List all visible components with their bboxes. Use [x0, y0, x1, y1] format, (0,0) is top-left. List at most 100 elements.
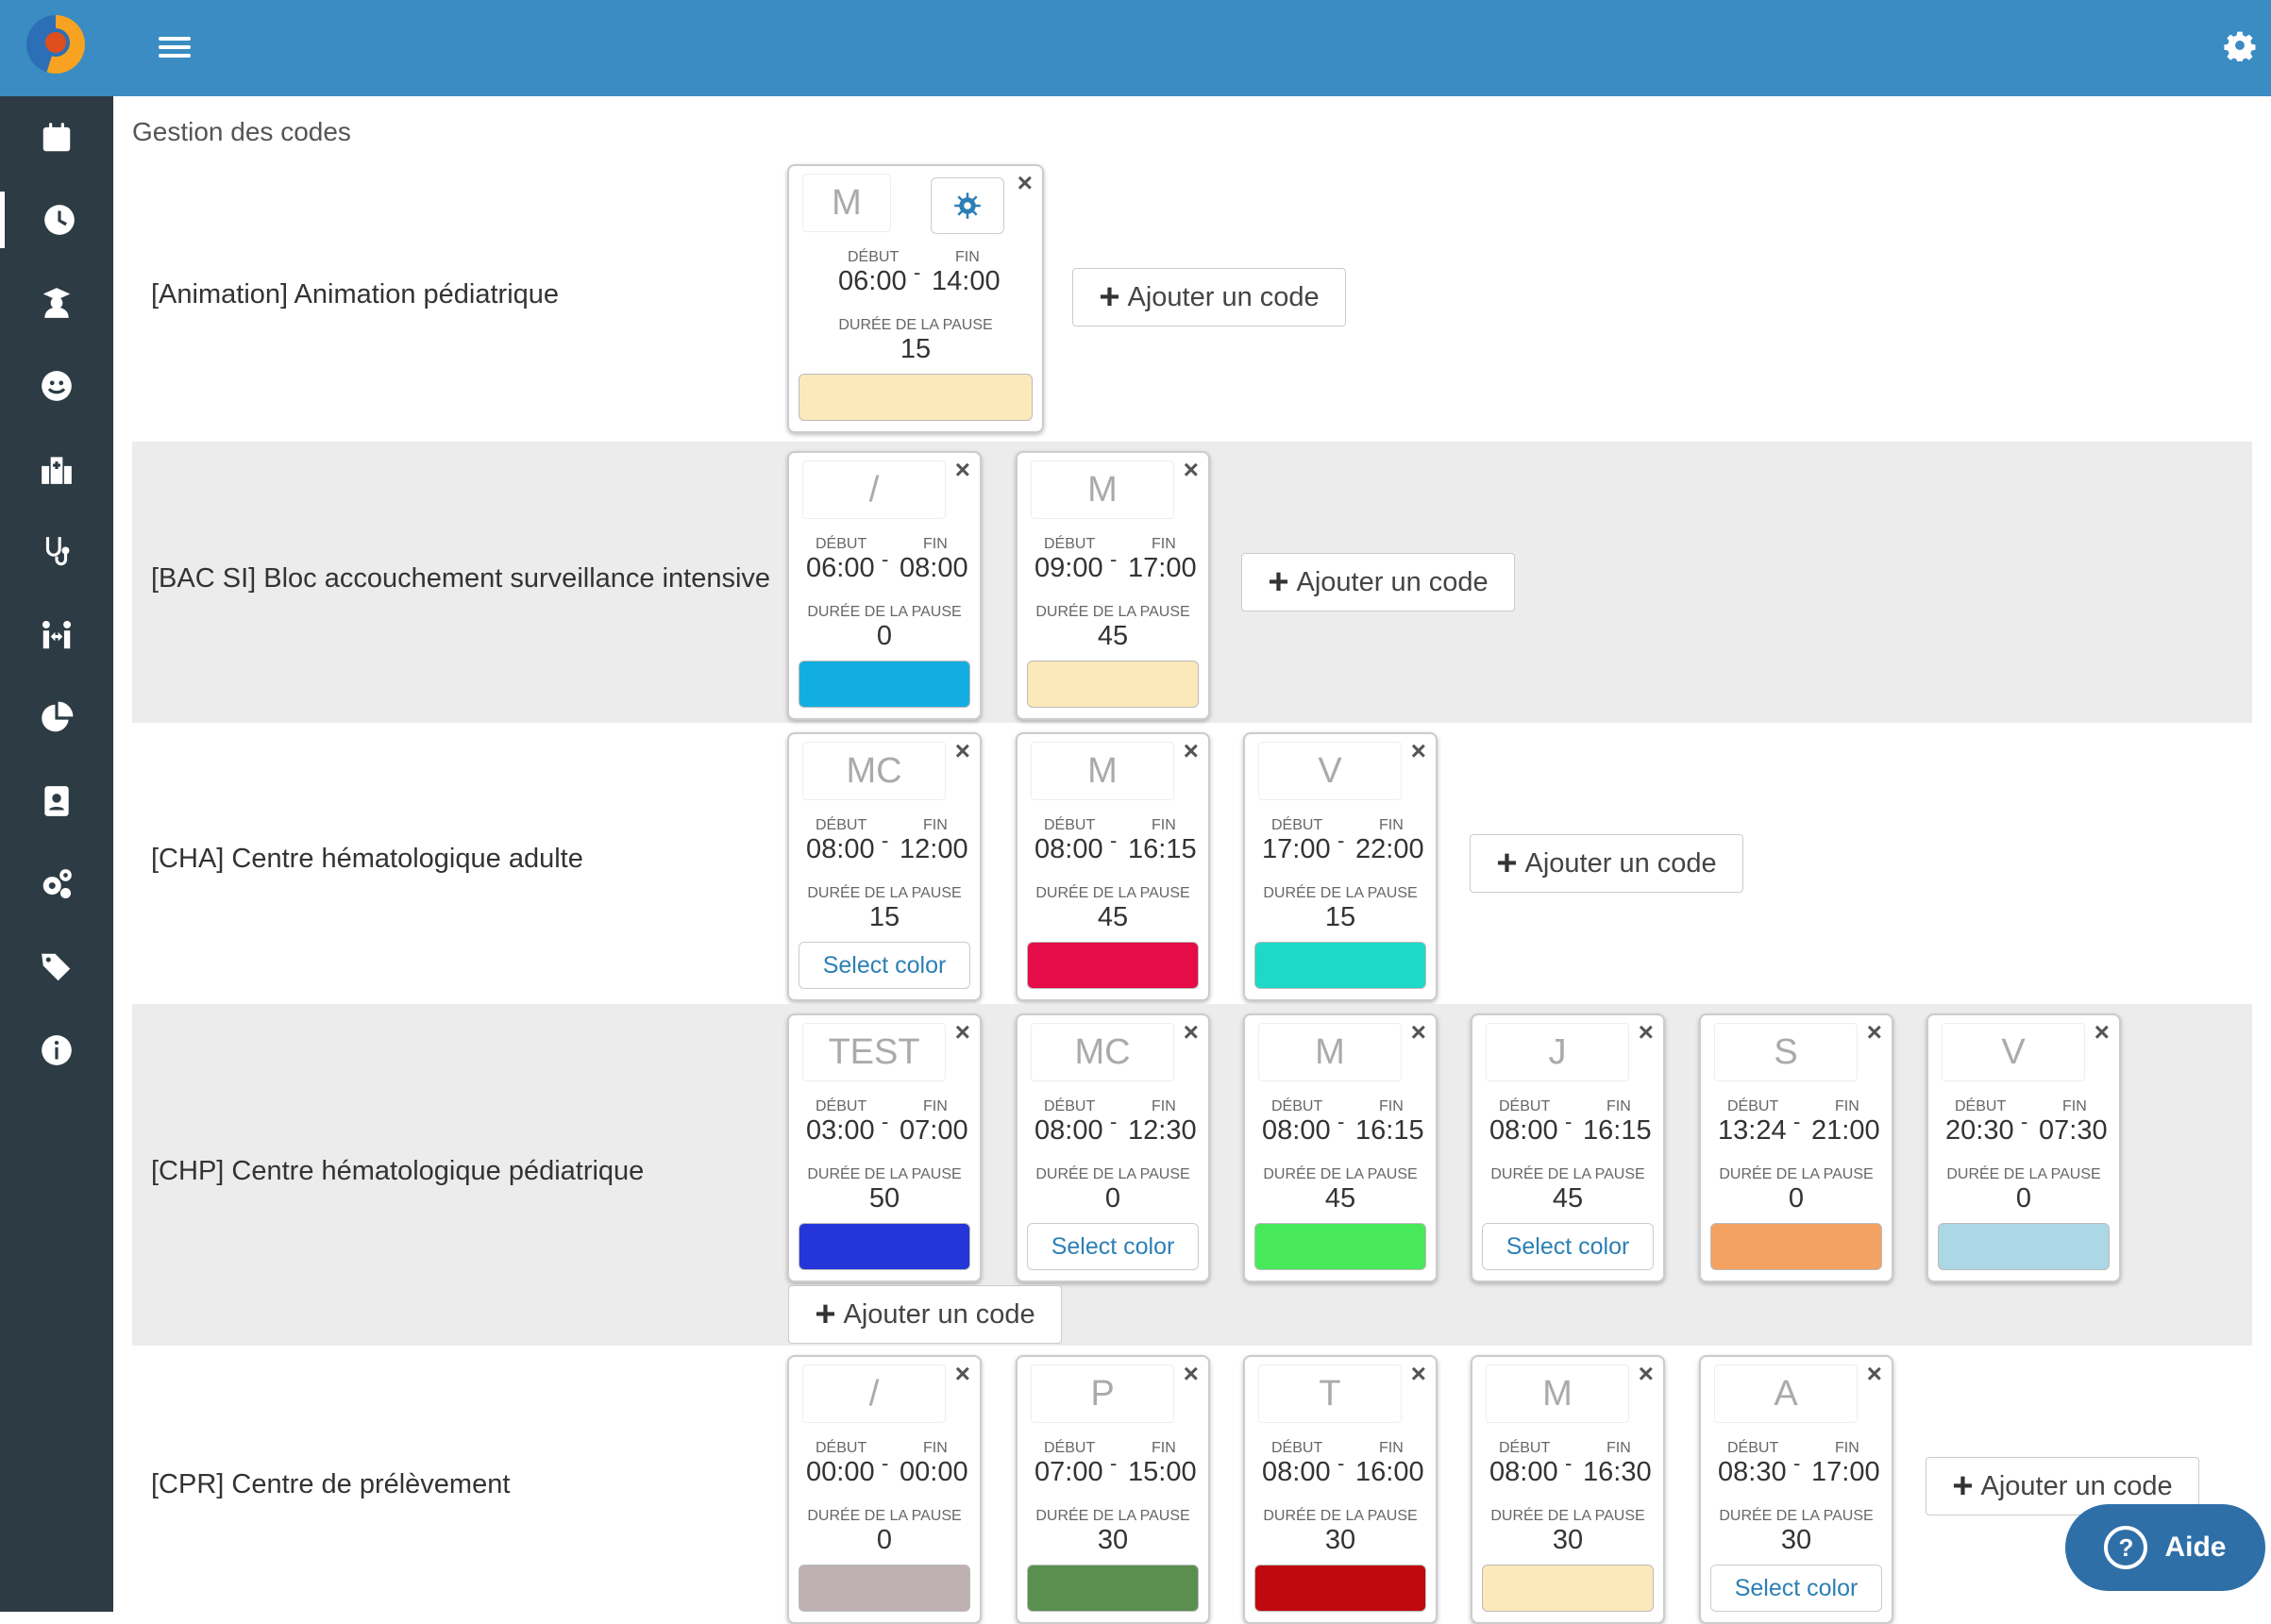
end-time[interactable]: 15:00 — [1128, 1457, 1197, 1487]
select-color-button[interactable]: Select color — [1710, 1565, 1882, 1612]
pause-value[interactable]: 0 — [1788, 1183, 1805, 1214]
color-swatch[interactable] — [799, 1223, 970, 1270]
nav-tags[interactable] — [0, 939, 113, 996]
pause-value[interactable]: 45 — [1097, 621, 1129, 651]
select-color-button[interactable]: Select color — [799, 942, 970, 989]
code-input[interactable]: M — [1486, 1364, 1629, 1423]
nav-settings[interactable] — [0, 856, 113, 912]
color-swatch[interactable] — [1027, 661, 1199, 708]
select-color-button[interactable]: Select color — [1482, 1223, 1654, 1270]
end-time[interactable]: 16:15 — [1355, 1115, 1424, 1146]
end-time[interactable]: 21:00 — [1811, 1115, 1880, 1146]
end-time[interactable]: 08:00 — [900, 553, 968, 583]
close-icon[interactable]: × — [954, 1359, 970, 1388]
close-icon[interactable]: × — [1017, 168, 1033, 197]
app-logo[interactable] — [0, 0, 113, 96]
start-time[interactable]: 08:30 — [1718, 1457, 1787, 1487]
code-input[interactable]: M — [1031, 742, 1174, 800]
color-swatch[interactable] — [1710, 1223, 1882, 1270]
color-swatch[interactable] — [1027, 942, 1199, 989]
help-button[interactable]: ? Aide — [2065, 1504, 2265, 1591]
start-time[interactable]: 09:00 — [1035, 553, 1103, 583]
start-time[interactable]: 03:00 — [806, 1115, 875, 1146]
start-time[interactable]: 08:00 — [1489, 1115, 1558, 1146]
code-input[interactable]: / — [802, 460, 946, 519]
pause-value[interactable]: 15 — [1324, 902, 1356, 932]
color-swatch[interactable] — [1938, 1223, 2110, 1270]
hamburger-menu-icon[interactable] — [159, 32, 191, 60]
nav-hospital[interactable] — [0, 441, 113, 497]
code-input[interactable]: TEST — [802, 1023, 946, 1081]
start-time[interactable]: 08:00 — [1489, 1457, 1558, 1487]
color-swatch[interactable] — [1482, 1565, 1654, 1612]
code-input[interactable]: M — [1031, 460, 1174, 519]
color-swatch[interactable] — [1254, 1223, 1426, 1270]
nav-patients[interactable] — [0, 358, 113, 414]
end-time[interactable]: 12:30 — [1128, 1115, 1197, 1146]
color-swatch[interactable] — [1254, 942, 1426, 989]
code-input[interactable]: M — [1258, 1023, 1402, 1081]
close-icon[interactable]: × — [954, 736, 970, 765]
start-time[interactable]: 06:00 — [806, 553, 875, 583]
close-icon[interactable]: × — [1866, 1017, 1882, 1046]
close-icon[interactable]: × — [1183, 455, 1199, 484]
end-time[interactable]: 07:30 — [2039, 1115, 2108, 1146]
end-time[interactable]: 14:00 — [932, 266, 1001, 296]
code-input[interactable]: / — [802, 1364, 946, 1423]
end-time[interactable]: 16:00 — [1355, 1457, 1424, 1487]
close-icon[interactable]: × — [1866, 1359, 1882, 1388]
code-input[interactable]: V — [1942, 1023, 2085, 1081]
pause-value[interactable]: 0 — [1104, 1183, 1121, 1214]
pause-value[interactable]: 45 — [1552, 1183, 1584, 1214]
close-icon[interactable]: × — [2094, 1017, 2110, 1046]
code-settings-button[interactable] — [931, 177, 1004, 234]
color-swatch[interactable] — [799, 1565, 970, 1612]
start-time[interactable]: 13:24 — [1718, 1115, 1787, 1146]
close-icon[interactable]: × — [954, 1017, 970, 1046]
pause-value[interactable]: 30 — [1780, 1525, 1812, 1555]
start-time[interactable]: 07:00 — [1035, 1457, 1103, 1487]
code-input[interactable]: MC — [802, 742, 946, 800]
start-time[interactable]: 08:00 — [1035, 834, 1103, 864]
close-icon[interactable]: × — [1410, 736, 1426, 765]
pause-value[interactable]: 30 — [1324, 1525, 1356, 1555]
start-time[interactable]: 08:00 — [1262, 1457, 1331, 1487]
color-swatch[interactable] — [1027, 1565, 1199, 1612]
nav-exchange[interactable] — [0, 607, 113, 663]
close-icon[interactable]: × — [954, 455, 970, 484]
nav-info[interactable] — [0, 1022, 113, 1079]
end-time[interactable]: 17:00 — [1811, 1457, 1880, 1487]
gear-icon[interactable] — [2224, 29, 2256, 63]
close-icon[interactable]: × — [1183, 736, 1199, 765]
end-time[interactable]: 16:15 — [1583, 1115, 1652, 1146]
code-input[interactable]: T — [1258, 1364, 1402, 1423]
pause-value[interactable]: 45 — [1097, 902, 1129, 932]
code-input[interactable]: A — [1714, 1364, 1858, 1423]
end-time[interactable]: 07:00 — [900, 1115, 968, 1146]
start-time[interactable]: 06:00 — [838, 266, 907, 296]
pause-value[interactable]: 45 — [1324, 1183, 1356, 1214]
code-input[interactable]: P — [1031, 1364, 1174, 1423]
code-input[interactable]: MC — [1031, 1023, 1174, 1081]
nav-staff[interactable] — [0, 275, 113, 331]
close-icon[interactable]: × — [1183, 1359, 1199, 1388]
pause-value[interactable]: 15 — [900, 334, 932, 364]
start-time[interactable]: 17:00 — [1262, 834, 1331, 864]
start-time[interactable]: 08:00 — [806, 834, 875, 864]
add-code-button[interactable]: + Ajouter un code — [788, 1285, 1062, 1344]
nav-codes[interactable] — [0, 192, 113, 248]
color-swatch[interactable] — [1254, 1565, 1426, 1612]
code-input[interactable]: S — [1714, 1023, 1858, 1081]
start-time[interactable]: 08:00 — [1035, 1115, 1103, 1146]
code-input[interactable]: J — [1486, 1023, 1629, 1081]
pause-value[interactable]: 15 — [868, 902, 900, 932]
pause-value[interactable]: 0 — [876, 1525, 893, 1555]
color-swatch[interactable] — [799, 374, 1033, 421]
close-icon[interactable]: × — [1410, 1359, 1426, 1388]
add-code-button[interactable]: + Ajouter un code — [1470, 834, 1743, 893]
nav-stats[interactable] — [0, 690, 113, 746]
end-time[interactable]: 16:30 — [1583, 1457, 1652, 1487]
nav-medical[interactable] — [0, 524, 113, 580]
end-time[interactable]: 12:00 — [900, 834, 968, 864]
pause-value[interactable]: 30 — [1552, 1525, 1584, 1555]
